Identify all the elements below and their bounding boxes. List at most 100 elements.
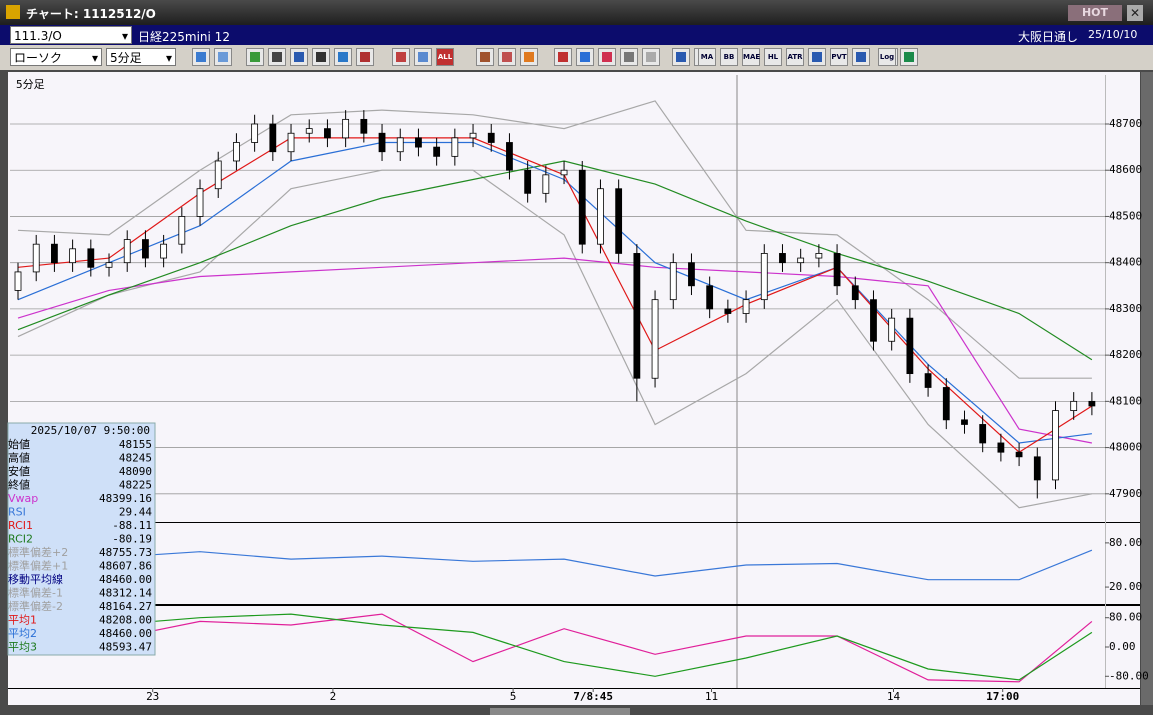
- symbol-select[interactable]: 111.3/O ▾: [10, 26, 132, 44]
- plot-background: [8, 72, 1140, 705]
- candle-body: [815, 253, 823, 259]
- toolbar-icon[interactable]: [268, 48, 286, 66]
- chart: 5分足 479004800048100482004830048400485004…: [7, 72, 1153, 715]
- toolbar-icon[interactable]: [852, 48, 870, 66]
- toolbar: ローソク ▾ 5分足 ▾ ALL MA BB MAE HL ATR PVT Log: [0, 45, 1153, 70]
- toolbar-icon[interactable]: [520, 48, 538, 66]
- candle-body: [942, 387, 950, 421]
- toolbar-icon[interactable]: [312, 48, 330, 66]
- symbol: 111.3/O: [14, 29, 62, 43]
- toolbar-icon[interactable]: [290, 48, 308, 66]
- candle-body: [742, 299, 750, 314]
- toolbar-icon[interactable]: [246, 48, 264, 66]
- toolbar-button[interactable]: BB: [720, 48, 738, 66]
- candle-body: [69, 248, 77, 264]
- toolbar-icon[interactable]: [576, 48, 594, 66]
- info-label: RCI1: [8, 519, 33, 532]
- toolbar-icon[interactable]: [642, 48, 660, 66]
- toolbar-button[interactable]: ALL: [436, 48, 454, 66]
- candle-body: [833, 253, 841, 287]
- toolbar-icon[interactable]: [900, 48, 918, 66]
- info-value: 48607.86: [99, 560, 152, 573]
- y-tick-label: 80.00: [1109, 536, 1142, 549]
- candle-body: [724, 308, 732, 314]
- info-label: Vwap: [8, 492, 38, 505]
- toolbar-button[interactable]: Log: [878, 48, 896, 66]
- chart-style: ローソク: [14, 51, 63, 65]
- info-value: 48155: [119, 438, 152, 451]
- candle-body: [633, 253, 641, 379]
- candle-body: [178, 216, 186, 245]
- toolbar-icon[interactable]: [334, 48, 352, 66]
- candle-body: [669, 262, 677, 301]
- info-datetime: 2025/10/07 9:50:00: [31, 424, 150, 437]
- toolbar-icon[interactable]: [214, 48, 232, 66]
- toolbar-icon[interactable]: [414, 48, 432, 66]
- candle-body: [214, 160, 222, 190]
- info-value: 48245: [119, 452, 152, 465]
- candle-body: [415, 137, 422, 148]
- candle-body: [433, 146, 441, 157]
- info-label: 終値: [8, 478, 30, 492]
- candle-body: [1033, 456, 1041, 481]
- toolbar-button[interactable]: MAE: [742, 48, 760, 66]
- info-value: -80.19: [112, 533, 152, 546]
- hot-button[interactable]: HOT: [1068, 5, 1122, 21]
- info-value: 48225: [119, 479, 152, 492]
- y-tick-label: 80.00: [1109, 611, 1142, 624]
- candle-body: [123, 239, 131, 264]
- toolbar-icon[interactable]: [192, 48, 210, 66]
- candle-body: [32, 243, 40, 273]
- candle-body: [651, 299, 659, 379]
- chart-style-select[interactable]: ローソク ▾: [10, 48, 102, 66]
- toolbar-icon[interactable]: [620, 48, 638, 66]
- info-value: 48460.00: [99, 627, 152, 640]
- toolbar-icon[interactable]: [392, 48, 410, 66]
- candle-body: [105, 262, 113, 268]
- toolbar-icon[interactable]: [672, 48, 690, 66]
- overlay-line: [17, 257, 1093, 444]
- y-tick-label: -80.00: [1109, 669, 1149, 682]
- toolbar-icon[interactable]: [476, 48, 494, 66]
- candle-body: [378, 132, 386, 153]
- y-tick-label: 48500: [1109, 209, 1142, 222]
- toolbar-button[interactable]: HL: [764, 48, 782, 66]
- candle-body: [287, 132, 295, 153]
- x-tick-label: 23: [146, 690, 159, 703]
- candle-body: [142, 239, 149, 259]
- toolbar-icon[interactable]: [808, 48, 826, 66]
- candle-body: [760, 253, 768, 301]
- toolbar-button[interactable]: PVT: [830, 48, 848, 66]
- y-tick-label: 48200: [1109, 348, 1142, 361]
- y-tick-label: 48700: [1109, 117, 1142, 130]
- candle-body: [924, 373, 932, 388]
- scroll-thumb[interactable]: [490, 708, 630, 715]
- title-bar: チャート: 1112512/O HOT ✕: [0, 0, 1153, 25]
- overlay-line: [17, 100, 1092, 379]
- toolbar-icon[interactable]: [554, 48, 572, 66]
- date: 25/10/10: [1088, 28, 1138, 41]
- y-tick-label: 48000: [1109, 441, 1142, 454]
- toolbar-icon[interactable]: [598, 48, 616, 66]
- toolbar-button[interactable]: MA: [698, 48, 716, 66]
- toolbar-icon[interactable]: [498, 48, 516, 66]
- info-label: 平均2: [8, 627, 37, 640]
- info-label: 移動平均線: [8, 572, 63, 586]
- candle-body: [688, 262, 695, 287]
- candle-body: [269, 123, 277, 153]
- candle-body: [779, 253, 786, 264]
- candle-body: [233, 142, 240, 162]
- candle-body: [1015, 451, 1023, 458]
- close-button[interactable]: ✕: [1127, 5, 1143, 21]
- y-tick-label: 47900: [1109, 487, 1142, 500]
- candle-body: [396, 137, 404, 153]
- info-label: 高値: [8, 451, 30, 465]
- candle-body: [160, 243, 168, 259]
- interval-select[interactable]: 5分足 ▾: [106, 48, 176, 66]
- toolbar-button[interactable]: ATR: [786, 48, 804, 66]
- candle-body: [979, 424, 987, 444]
- candle-body: [305, 128, 313, 134]
- scrollbar[interactable]: [1141, 72, 1153, 705]
- x-tick-label: 14: [887, 690, 901, 703]
- toolbar-icon[interactable]: [356, 48, 374, 66]
